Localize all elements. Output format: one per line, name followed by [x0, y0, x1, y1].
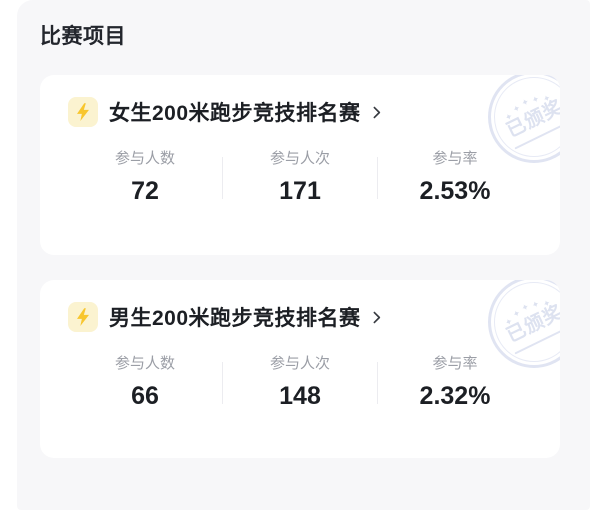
stat-value: 72 — [131, 177, 159, 205]
star-icon: ✦ — [519, 299, 534, 314]
stat-participation-rate: 参与率 2.32% — [378, 354, 532, 412]
stat-participants: 参与人数 72 — [68, 149, 222, 207]
stat-participants: 参与人数 66 — [68, 354, 222, 412]
star-icon: ✦ — [503, 314, 517, 328]
stat-value: 171 — [279, 177, 321, 205]
stat-divider — [377, 157, 378, 199]
star-icon: ✦ — [540, 90, 555, 105]
stat-value: 148 — [279, 382, 321, 410]
stat-divider — [222, 157, 223, 199]
star-icon: ✦ — [519, 94, 534, 109]
star-icon: ✦ — [540, 295, 555, 310]
star-icons: ✦ ✦ ✦ ✦ ✦ — [501, 292, 555, 328]
lightning-icon — [68, 302, 98, 332]
star-icons: ✦ ✦ ✦ ✦ ✦ — [501, 87, 555, 123]
card-title-row[interactable]: 女生200米跑步竞技排名赛 — [68, 97, 385, 127]
stat-value: 2.53% — [419, 177, 491, 205]
stat-participation-times: 参与人次 148 — [223, 354, 377, 412]
section-title: 比赛项目 — [40, 25, 126, 48]
competition-card-boys-200m[interactable]: 男生200米跑步竞技排名赛 ✦ ✦ ✦ ✦ ✦ 已颁奖 参与人数 — [40, 280, 560, 458]
card-title-row[interactable]: 男生200米跑步竞技排名赛 — [68, 302, 385, 332]
lightning-icon — [68, 97, 98, 127]
star-icon: ✦ — [529, 296, 544, 311]
stat-participation-times: 参与人次 171 — [223, 149, 377, 207]
star-icon: ✦ — [510, 100, 525, 115]
stamp-line — [514, 325, 560, 355]
card-title: 男生200米跑步竞技排名赛 — [109, 307, 361, 330]
stat-participation-rate: 参与率 2.53% — [378, 149, 532, 207]
stamp-text: 已颁奖 — [503, 96, 560, 142]
content-panel: 比赛项目 女生200米跑步竞技排名赛 ✦ ✦ ✦ ✦ ✦ — [17, 0, 590, 510]
stamp-line — [514, 120, 560, 150]
stat-label: 参与人次 — [269, 355, 330, 372]
stat-label: 参与率 — [432, 150, 478, 167]
stats-row: 参与人数 66 参与人次 148 参与率 2.32% — [68, 354, 532, 412]
stamp-text: 已颁奖 — [503, 301, 560, 347]
competition-card-girls-200m[interactable]: 女生200米跑步竞技排名赛 ✦ ✦ ✦ ✦ ✦ 已颁奖 参与人数 — [40, 75, 560, 255]
stat-value: 2.32% — [419, 382, 491, 410]
chevron-right-icon — [368, 104, 385, 121]
stat-label: 参与人次 — [269, 150, 330, 167]
star-icon: ✦ — [529, 91, 544, 106]
stamp-inner-ring — [494, 282, 560, 362]
chevron-right-icon — [368, 309, 385, 326]
stamp-inner-ring — [494, 77, 560, 157]
stat-divider — [222, 362, 223, 404]
stat-divider — [377, 362, 378, 404]
star-icon: ✦ — [503, 109, 517, 123]
stat-label: 参与人数 — [114, 355, 175, 372]
stat-label: 参与率 — [432, 355, 478, 372]
card-title: 女生200米跑步竞技排名赛 — [109, 102, 361, 125]
stats-row: 参与人数 72 参与人次 171 参与率 2.53% — [68, 149, 532, 207]
star-icon: ✦ — [510, 305, 525, 320]
stat-value: 66 — [131, 382, 159, 410]
stat-label: 参与人数 — [114, 150, 175, 167]
